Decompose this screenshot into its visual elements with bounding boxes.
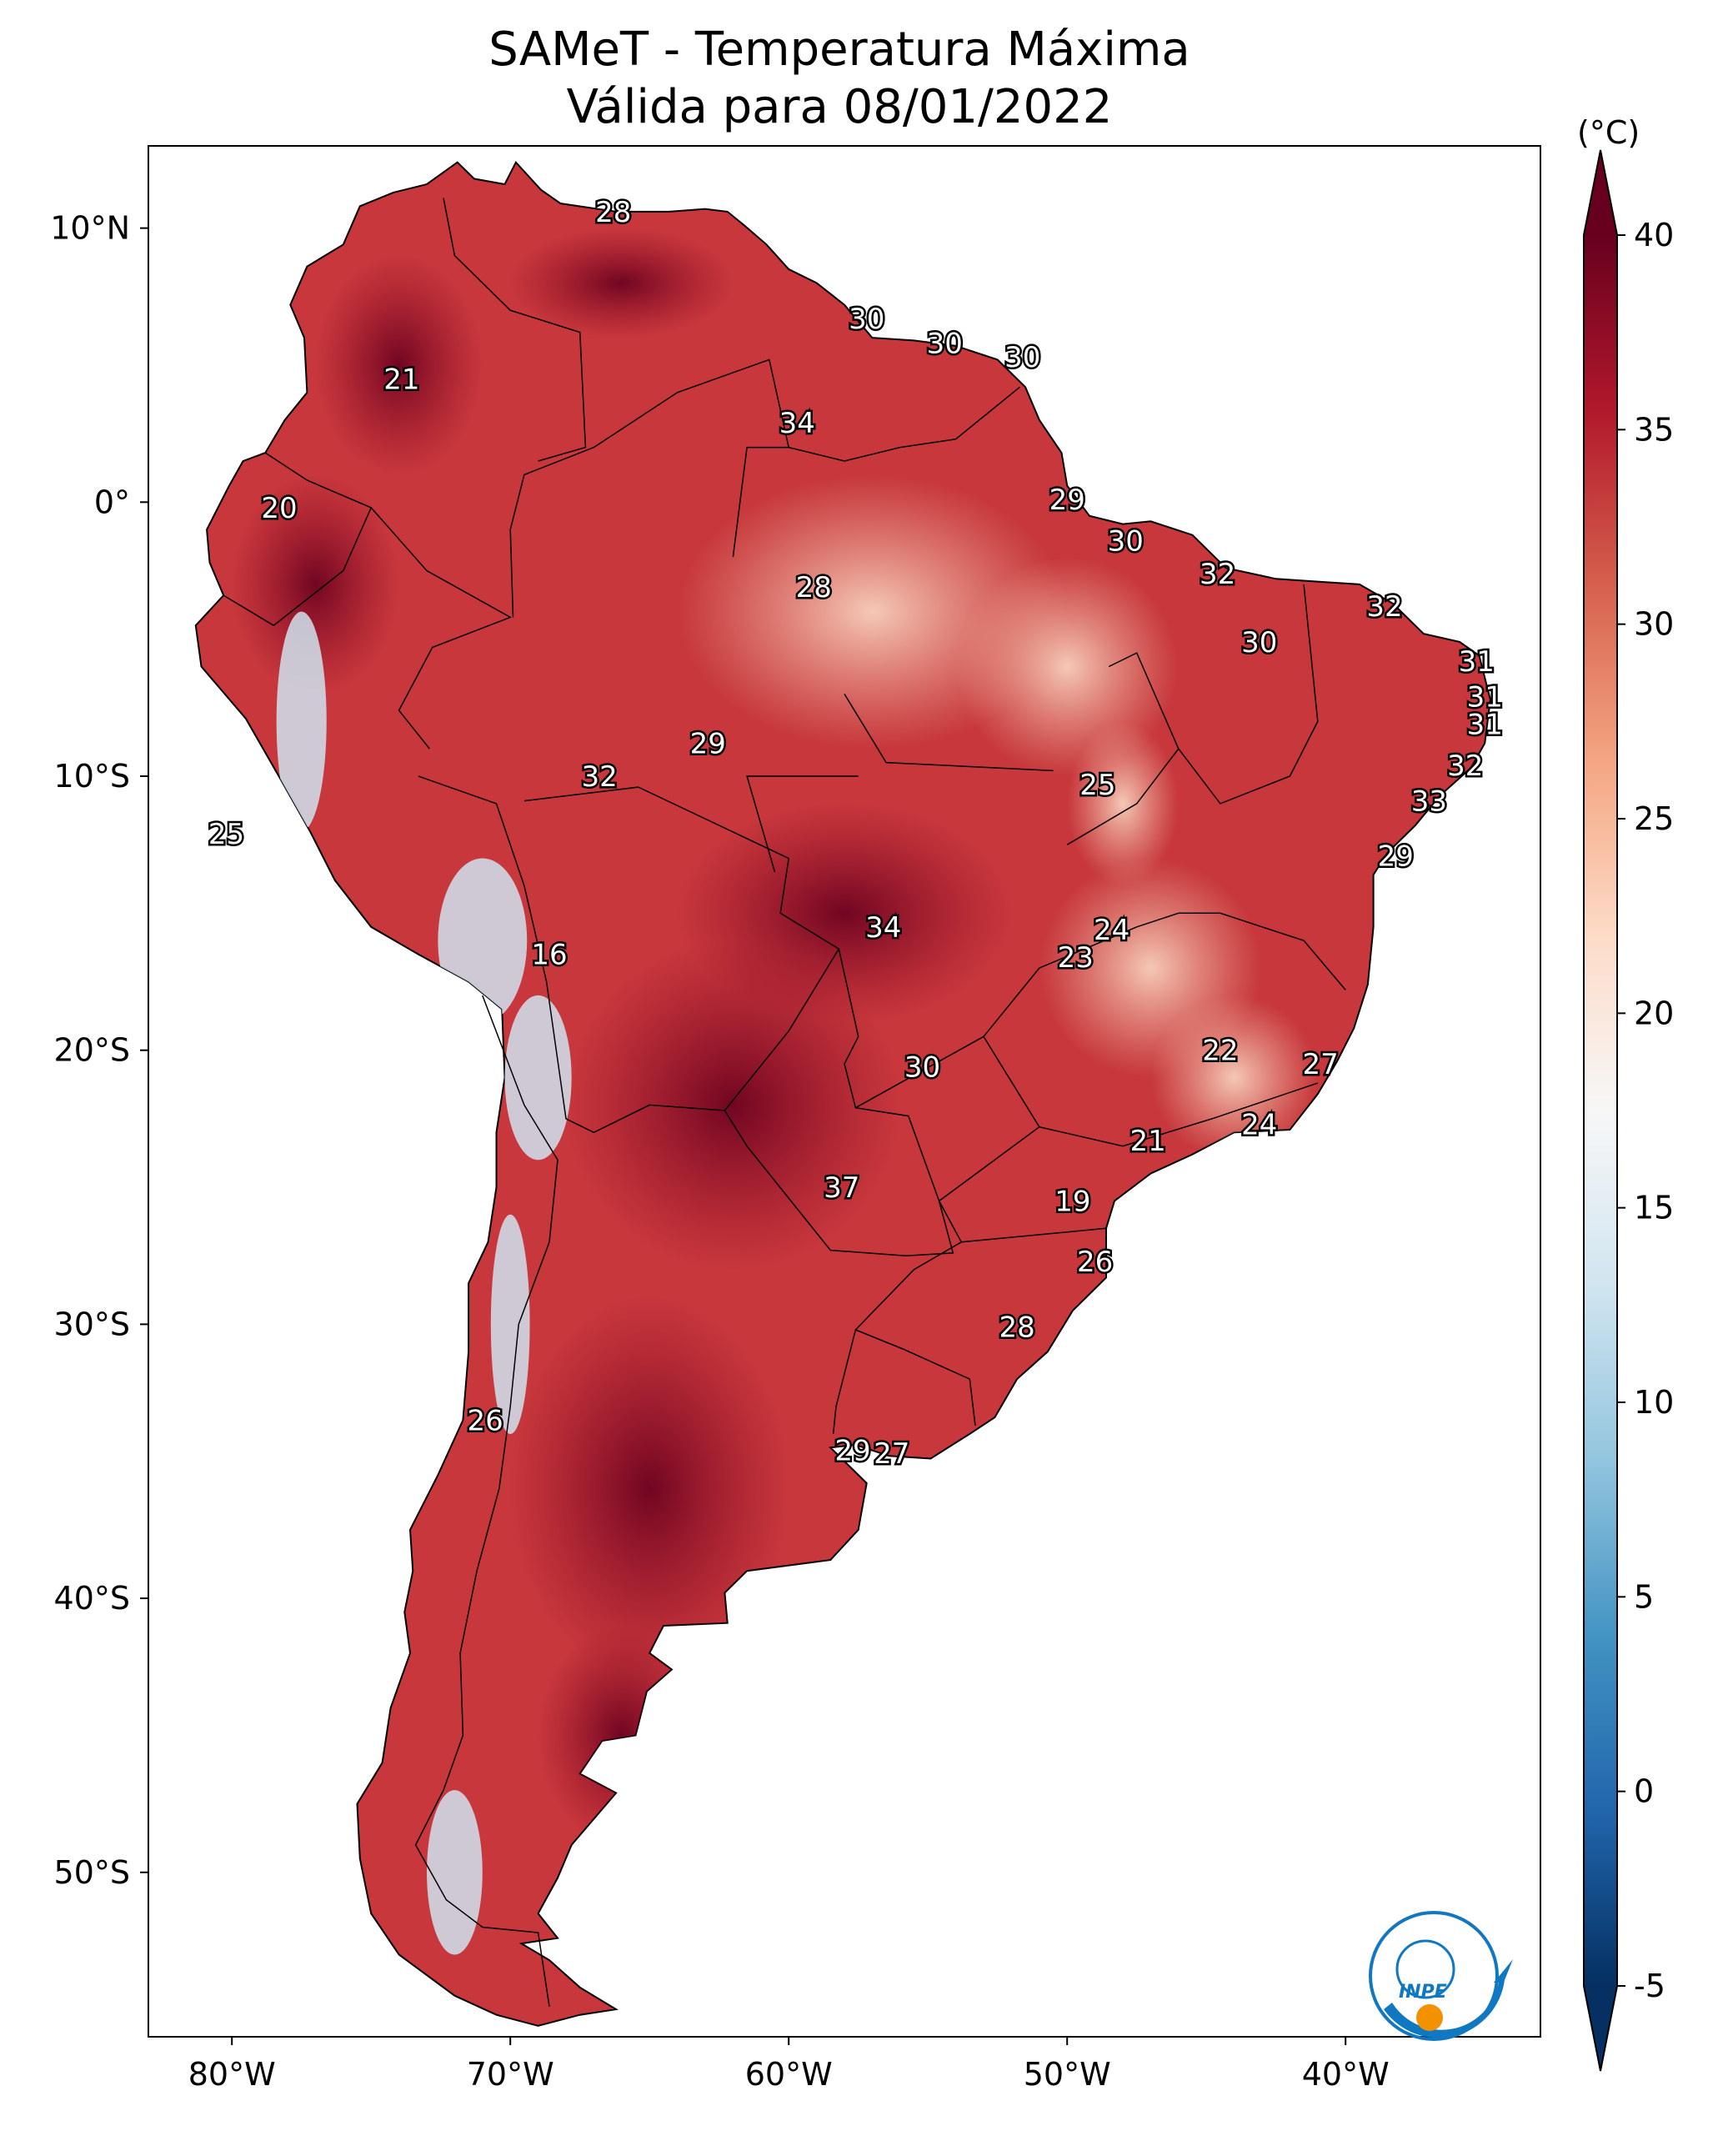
map-title-line1: SAMeT - Temperatura Máxima bbox=[488, 23, 1190, 77]
temperature-point-label: 30 bbox=[849, 303, 884, 336]
temperature-point-label: 29 bbox=[834, 1435, 870, 1468]
lat-tick-label: 50°S bbox=[54, 1854, 130, 1891]
lon-tick-label: 50°W bbox=[1024, 2056, 1111, 2093]
temperature-point-label: 30 bbox=[904, 1050, 940, 1084]
temperature-point-label: 27 bbox=[874, 1437, 909, 1471]
temperature-point-label: 31 bbox=[1467, 709, 1503, 742]
temperature-point-label: 30 bbox=[927, 328, 963, 361]
temperature-point-label: 33 bbox=[1411, 785, 1447, 819]
temperature-point-label: 31 bbox=[1459, 645, 1495, 679]
temperature-point-label: 29 bbox=[1049, 484, 1085, 517]
temperature-point-label: 24 bbox=[1241, 1108, 1277, 1141]
temperature-point-label: 21 bbox=[1129, 1125, 1165, 1158]
colorbar-tick-label: 30 bbox=[1634, 606, 1674, 643]
lon-tick-label: 40°W bbox=[1302, 2056, 1390, 2093]
temperature-point-label: 25 bbox=[1079, 769, 1115, 802]
temperature-field bbox=[194, 160, 1491, 2027]
temperature-point-label: 32 bbox=[1200, 558, 1235, 591]
temperature-point-label: 16 bbox=[531, 939, 567, 972]
temperature-point-label: 30 bbox=[1108, 524, 1144, 558]
temperature-point-label: 21 bbox=[383, 363, 419, 396]
inpe-logo: INPE bbox=[1369, 1911, 1513, 2041]
temperature-point-label: 30 bbox=[1004, 341, 1040, 374]
colorbar-tick-label: 5 bbox=[1634, 1578, 1654, 1615]
temperature-point-label: 31 bbox=[1467, 681, 1503, 714]
colorbar-tick-label: -5 bbox=[1634, 1968, 1665, 2004]
lat-tick-label: 20°S bbox=[54, 1032, 130, 1069]
temperature-point-label: 28 bbox=[999, 1311, 1034, 1345]
colorbar-tick-label: 20 bbox=[1634, 995, 1674, 1031]
lon-tick-label: 80°W bbox=[188, 2056, 276, 2093]
colorbar-extend-top bbox=[1584, 150, 1617, 235]
temperature-point-label: 28 bbox=[595, 196, 631, 229]
temperature-point-label: 30 bbox=[1241, 626, 1277, 659]
colorbar: (°C) 40 35 30 25 20 15 10 5 0 -5 bbox=[1577, 114, 1674, 2072]
temperature-point-label: 32 bbox=[581, 760, 617, 794]
temperature-point-label: 26 bbox=[1077, 1246, 1113, 1279]
temperature-point-label: 32 bbox=[1447, 750, 1483, 783]
lon-tick-label: 70°W bbox=[467, 2056, 554, 2093]
latitude-axis: 10°N 0° 10°S 20°S 30°S 40°S 50°S bbox=[50, 210, 148, 1891]
colorbar-tick-label: 25 bbox=[1634, 800, 1674, 837]
colorbar-tick-label: 40 bbox=[1634, 217, 1674, 253]
colorbar-tick-label: 35 bbox=[1634, 411, 1674, 448]
temperature-point-label: 26 bbox=[467, 1404, 503, 1437]
temperature-point-label: 25 bbox=[208, 818, 244, 851]
colorbar-tick-label: 10 bbox=[1634, 1384, 1674, 1421]
temperature-point-label: 29 bbox=[1378, 840, 1414, 873]
lat-tick-label: 30°S bbox=[54, 1306, 130, 1342]
colorbar-tick-label: 15 bbox=[1634, 1190, 1674, 1226]
lat-tick-label: 10°N bbox=[50, 210, 130, 247]
temperature-point-label: 34 bbox=[779, 407, 815, 440]
colorbar-body bbox=[1584, 235, 1617, 1986]
temperature-point-label: 24 bbox=[1094, 914, 1129, 947]
colorbar-extend-bottom bbox=[1584, 1986, 1617, 2071]
temperature-point-label: 32 bbox=[1366, 590, 1402, 624]
longitude-axis: 80°W 70°W 60°W 50°W 40°W bbox=[188, 2037, 1390, 2093]
temperature-point-label: 23 bbox=[1058, 941, 1094, 975]
temperature-point-label: 22 bbox=[1202, 1035, 1238, 1068]
temperature-point-label: 28 bbox=[796, 571, 832, 604]
temperature-point-label: 27 bbox=[1302, 1048, 1338, 1081]
temperature-point-label: 19 bbox=[1054, 1186, 1090, 1219]
lat-tick-label: 0° bbox=[94, 484, 130, 520]
temperature-point-label: 37 bbox=[824, 1171, 859, 1205]
temperature-point-label: 34 bbox=[865, 911, 901, 945]
lon-tick-label: 60°W bbox=[745, 2056, 833, 2093]
svg-text:INPE: INPE bbox=[1399, 1982, 1447, 2003]
temperature-point-label: 20 bbox=[261, 492, 297, 525]
country-borders bbox=[223, 198, 1346, 2007]
temperature-point-label: 29 bbox=[690, 728, 726, 761]
colorbar-unit: (°C) bbox=[1577, 114, 1640, 151]
lat-tick-label: 40°S bbox=[54, 1580, 130, 1617]
map-title-line2: Válida para 08/01/2022 bbox=[567, 80, 1113, 134]
lat-tick-label: 10°S bbox=[54, 758, 130, 795]
colorbar-tick-label: 0 bbox=[1634, 1773, 1654, 1810]
